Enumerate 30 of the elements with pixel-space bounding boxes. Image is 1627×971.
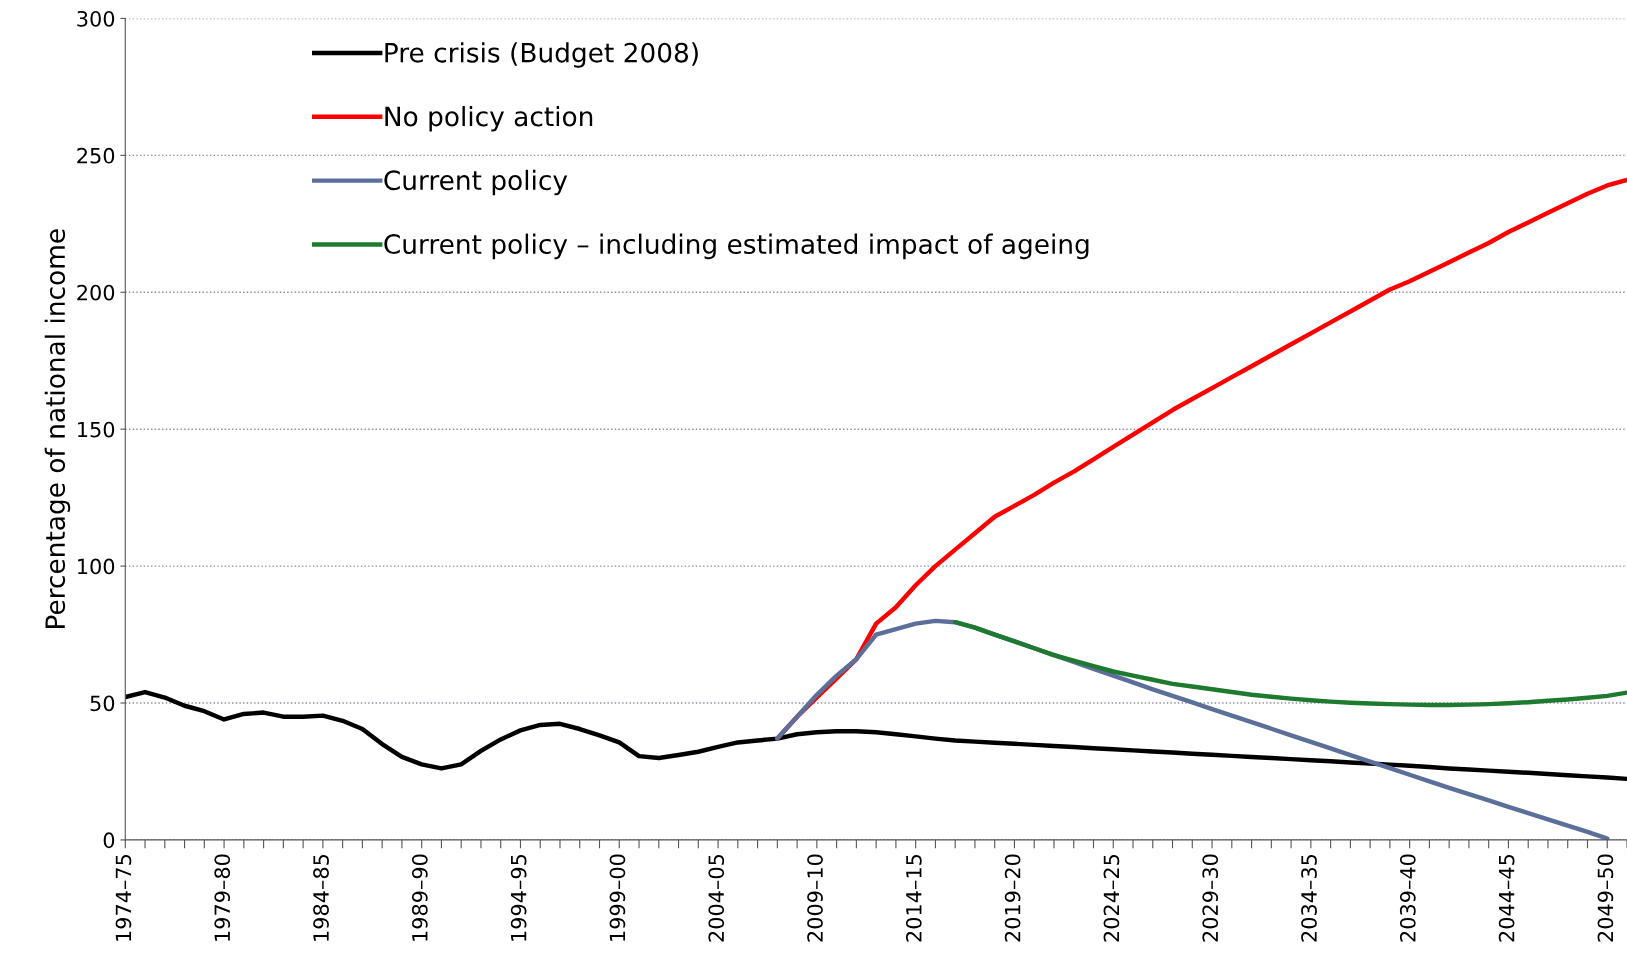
y-tick-label: 300 [77,10,115,27]
y-axis-title: Percentage of national income [44,229,71,628]
x-tick-label: 1979–80 [214,854,231,941]
x-tick-label: 2039–40 [1399,854,1416,942]
legend-label: No policy action [385,106,593,132]
x-tick-label: 1974–75 [115,854,132,941]
y-tick-label: 150 [78,421,115,438]
line-series [952,620,1627,708]
x-tick-label: 1989–90 [411,854,428,941]
legend-label: Pre crisis (Budget 2008) [385,42,698,68]
y-tick-label: 250 [77,147,115,164]
x-tick-label: 2014–15 [905,854,922,942]
y-tick-label: 0 [103,832,115,849]
legend-label: Current policy [384,169,568,196]
x-tick-label: 2024–25 [1103,854,1120,942]
x-tick-label: 1994–95 [510,854,527,941]
x-tick-label: 2004–05 [708,854,725,942]
y-tick-label: 100 [78,558,115,575]
x-tick-label: 2034–35 [1301,854,1317,942]
y-tick-label: 200 [77,284,115,301]
y-tick-label: 50 [90,695,115,712]
x-tick-label: 1984–85 [313,854,329,941]
x-tick-label: 2019–20 [1004,854,1021,942]
line-series [125,689,1627,782]
legend-label: Current policy – including estimated impact of ageing [384,233,1089,260]
x-tick-label: 2044–45 [1498,854,1515,942]
x-tick-label: 2049–50 [1597,854,1614,942]
x-tick-label: 1999–00 [609,854,626,941]
x-tick-label: 2009–10 [807,854,823,942]
x-tick-label: 2029–30 [1202,854,1219,942]
